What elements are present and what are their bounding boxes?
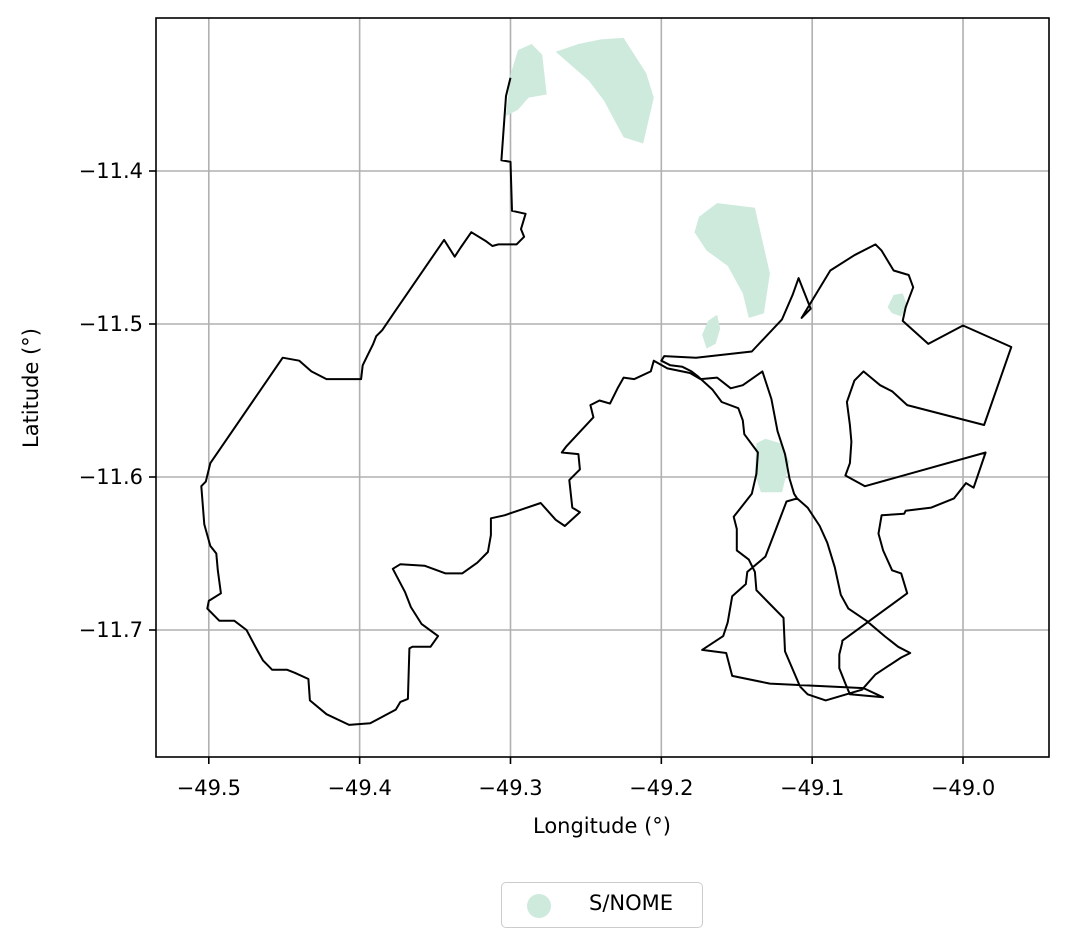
y-tick-label: −11.4 xyxy=(79,159,143,183)
plot-frame xyxy=(155,17,1050,758)
plot-area-background xyxy=(156,18,1049,757)
x-tick-label: −49.3 xyxy=(478,776,542,800)
s-nome-area xyxy=(506,44,547,116)
s-nome-area xyxy=(887,293,908,317)
boundary-line xyxy=(200,77,1013,726)
x-tick-label: −49.1 xyxy=(780,776,844,800)
y-axis-label: Latitude (°) xyxy=(19,328,43,448)
y-tick-label: −11.7 xyxy=(79,618,143,642)
axis-ticks: −49.5 −49.4 −49.3 −49.2 −49.1 −49.0 −11.4 −11.5… xyxy=(79,159,996,800)
legend-label: S/NOME xyxy=(589,891,674,915)
s-nome-area xyxy=(754,438,790,493)
s-nome-areas xyxy=(506,37,908,493)
legend: S/NOME xyxy=(501,882,703,928)
y-tick-label: −11.5 xyxy=(79,312,143,336)
x-tick-label: −49.5 xyxy=(177,776,241,800)
s-nome-area xyxy=(694,203,770,318)
x-tick-label: −49.4 xyxy=(327,776,391,800)
x-axis-label: Longitude (°) xyxy=(533,814,671,838)
s-nome-area xyxy=(555,37,654,144)
x-tick-label: −49.2 xyxy=(629,776,693,800)
legend-marker xyxy=(527,894,551,918)
x-tick-label: −49.0 xyxy=(931,776,995,800)
y-tick-label: −11.6 xyxy=(79,465,143,489)
municipality-boundary xyxy=(200,77,1013,726)
s-nome-area xyxy=(702,314,721,349)
